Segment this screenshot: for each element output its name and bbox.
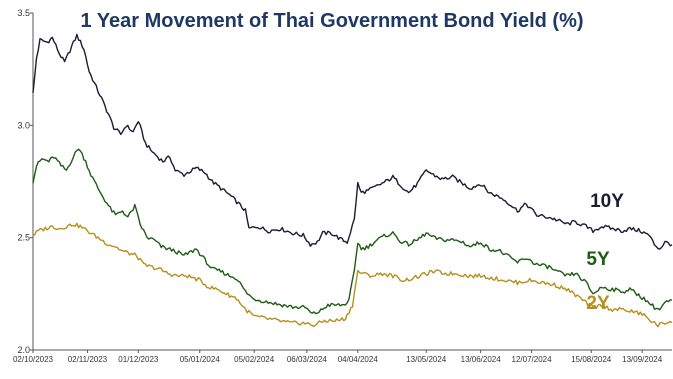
y-tick-label: 2.0 [17,345,30,355]
x-tick-label: 13/05/2024 [406,355,447,364]
series-label-2y: 2Y [586,293,610,314]
series-lines [32,33,673,328]
x-tick-label: 12/07/2024 [512,355,553,364]
chart-title: 1 Year Movement of Thai Government Bond … [80,10,583,32]
x-tick-label: 13/06/2024 [461,355,502,364]
x-tick-label: 01/12/2023 [118,355,159,364]
x-tick-label: 05/01/2024 [180,355,221,364]
series-line-5y [32,148,672,315]
x-tick-label: 04/04/2024 [338,355,379,364]
series-labels: 10Y 5Y 2Y [586,191,624,314]
series-line-10y [32,33,673,250]
x-tick-label: 06/03/2024 [287,355,328,364]
x-tick-label: 13/09/2024 [622,355,663,364]
x-tick-label: 02/11/2023 [68,355,108,364]
y-ticks: 2.0 2.5 3.0 3.5 [17,8,33,355]
x-tick-label: 02/10/2023 [13,355,54,364]
y-tick-label: 3.5 [17,8,30,18]
series-line-2y [32,222,673,328]
series-label-10y: 10Y [590,191,624,212]
y-tick-label: 3.0 [17,120,30,130]
y-tick-label: 2.5 [17,233,30,243]
series-label-5y: 5Y [586,249,610,270]
x-tick-label: 15/08/2024 [571,355,612,364]
x-ticks: 02/10/2023 02/11/2023 01/12/2023 05/01/2024… [13,350,663,364]
x-tick-label: 05/02/2024 [234,355,275,364]
